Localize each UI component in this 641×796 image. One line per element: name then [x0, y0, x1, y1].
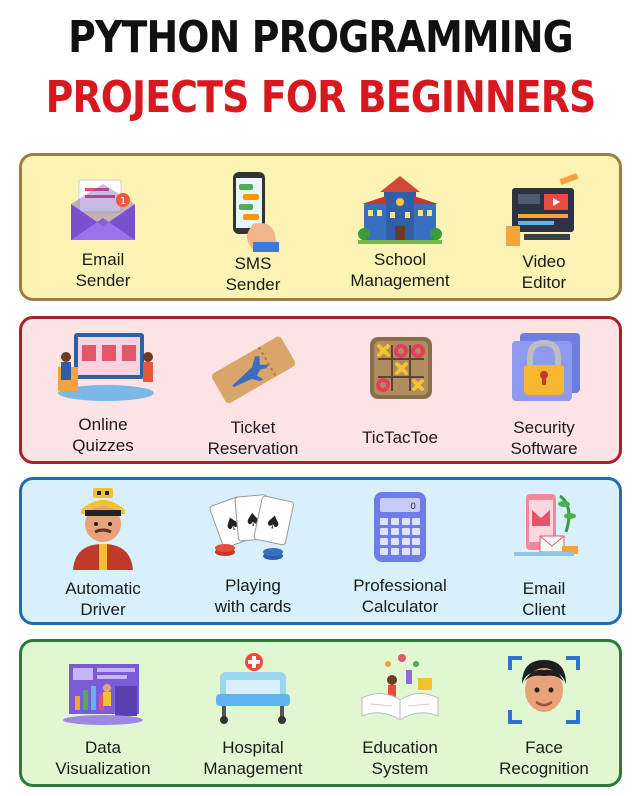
tictactoe-board-icon — [370, 337, 432, 399]
project-face-recognition: Face Recognition — [469, 642, 619, 784]
label-line-1: Automatic — [65, 579, 141, 598]
project-video-editor: Video Editor — [469, 156, 619, 298]
label-line-2: Software — [510, 439, 578, 458]
padlock-icon — [512, 333, 580, 401]
label-line-1: Email — [522, 579, 566, 598]
envelope-icon: 1 — [71, 179, 135, 240]
label-line-1: Education — [362, 738, 438, 757]
panel-tools: Automatic Driver ♠ ♠ ♠ Playing with card… — [19, 477, 622, 625]
title-line-2: PROJECTS FOR BEGINNERS — [45, 72, 597, 123]
project-online-quizzes: Online Quizzes — [28, 319, 178, 461]
label-line-2: Sender — [225, 275, 281, 294]
school-building-icon — [358, 176, 442, 244]
label-line-1: Hospital — [222, 738, 284, 757]
label-line-1: Online — [78, 415, 128, 434]
label-line-2: Sender — [75, 271, 131, 290]
label-line-2: Reservation — [207, 439, 299, 458]
project-data-visualization: Data Visualization — [28, 642, 178, 784]
label-line-1: Video — [522, 252, 566, 271]
label-line-2: Driver — [80, 600, 126, 619]
label-line-2: Management — [350, 271, 450, 290]
video-editor-icon — [506, 173, 579, 246]
project-playing-with-cards: ♠ ♠ ♠ Playing with cards — [178, 480, 328, 622]
svg-text:0: 0 — [410, 502, 416, 512]
open-book-icon — [361, 654, 439, 721]
label-line-1: TicTacToe — [362, 428, 438, 447]
project-education-system: Education System — [325, 642, 475, 784]
playing-cards-icon: ♠ ♠ ♠ — [209, 494, 294, 560]
label-line-1: Data — [85, 738, 121, 757]
label-line-2: Editor — [521, 273, 567, 292]
label-line-2: with cards — [214, 597, 292, 616]
taxi-driver-icon — [73, 488, 133, 570]
plane-ticket-icon — [211, 336, 296, 404]
project-automatic-driver: Automatic Driver — [28, 480, 178, 622]
label-line-2: Quizzes — [72, 436, 134, 455]
label-line-1: Face — [525, 738, 563, 757]
label-line-2: Visualization — [55, 759, 151, 778]
label-line-1: School — [374, 250, 426, 269]
project-school-management: School Management — [325, 156, 475, 298]
phone-chat-icon — [233, 172, 279, 252]
title-line-1: PYTHON PROGRAMMING — [68, 12, 574, 63]
project-sms-sender: SMS Sender — [178, 156, 328, 298]
label-line-1: Ticket — [230, 418, 276, 437]
project-ticket-reservation: Ticket Reservation — [178, 319, 328, 461]
label-line-2: Recognition — [499, 759, 589, 778]
label-line-1: SMS — [234, 254, 272, 273]
email-client-phone-icon — [514, 494, 578, 556]
project-email-client: Email Client — [469, 480, 619, 622]
label-line-1: Professional — [353, 576, 447, 595]
panel-communication: 1 Email Sender SMS Sender — [19, 153, 622, 301]
project-email-sender: 1 Email Sender — [28, 156, 178, 298]
project-hospital-management: Hospital Management — [178, 642, 328, 784]
data-dashboard-icon — [63, 664, 143, 725]
label-line-2: System — [371, 759, 429, 778]
label-line-1: Security — [513, 418, 575, 437]
label-line-2: Management — [203, 759, 303, 778]
hospital-bed-icon — [216, 653, 290, 724]
label-line-2: Client — [522, 600, 566, 619]
project-professional-calculator: 0 Professional Calculator — [325, 480, 475, 622]
label-line-2: Calculator — [361, 597, 439, 616]
panel-systems: Data Visualization Hospital Management — [19, 639, 622, 787]
project-security-software: Security Software — [469, 319, 619, 461]
calculator-icon: 0 — [374, 492, 426, 562]
face-scan-icon — [508, 656, 580, 724]
svg-text:♠: ♠ — [263, 511, 283, 535]
online-store-icon — [58, 333, 154, 401]
svg-text:1: 1 — [120, 196, 126, 207]
label-line-1: Email — [81, 250, 125, 269]
project-tictactoe: TicTacToe — [325, 319, 475, 461]
panel-apps: Online Quizzes Ticket Reservation — [19, 316, 622, 464]
label-line-1: Playing — [225, 576, 281, 595]
